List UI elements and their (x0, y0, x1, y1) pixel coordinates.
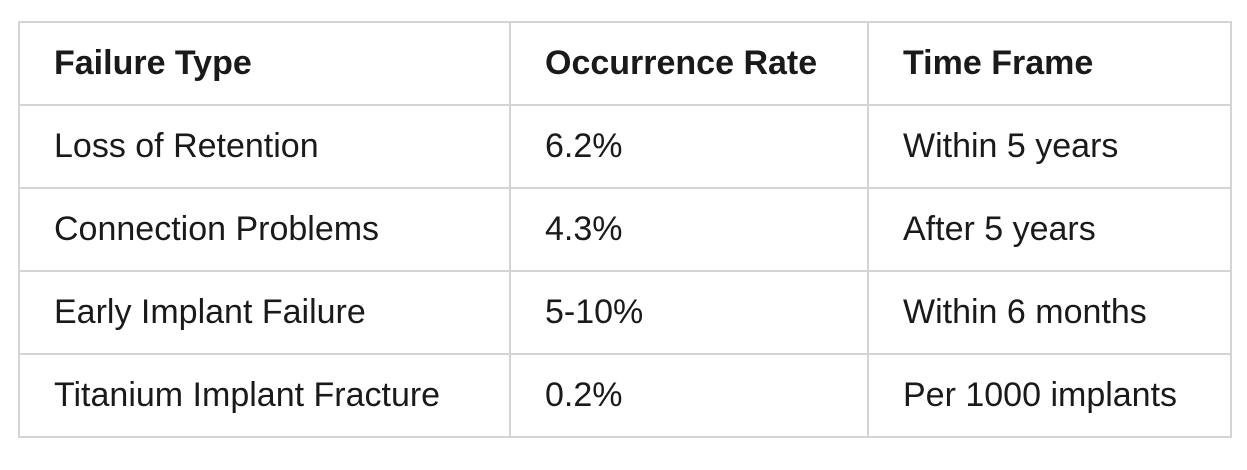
header-row: Failure Type Occurrence Rate Time Frame (18, 21, 1232, 106)
table-cell: 6.2% (509, 104, 869, 189)
header-cell: Failure Type (18, 21, 511, 106)
table-cell: 4.3% (509, 187, 869, 272)
table-cell: Connection Problems (18, 187, 511, 272)
table-cell: After 5 years (867, 187, 1232, 272)
table-cell: Within 6 months (867, 270, 1232, 355)
table-cell: 5-10% (509, 270, 869, 355)
table-cell: Within 5 years (867, 104, 1232, 189)
table-row: Early Implant Failure 5-10% Within 6 month… (18, 270, 1232, 355)
table-cell: 0.2% (509, 353, 869, 438)
table-body: Loss of Retention 6.2% Within 5 years Conne… (18, 104, 1232, 438)
table-cell: Early Implant Failure (18, 270, 511, 355)
header-cell: Occurrence Rate (509, 21, 869, 106)
table-row: Connection Problems 4.3% After 5 years (18, 187, 1232, 272)
table-cell: Titanium Implant Fracture (18, 353, 511, 438)
table-cell: Loss of Retention (18, 104, 511, 189)
table-cell: Per 1000 implants (867, 353, 1232, 438)
data-table: Failure Type Occurrence Rate Time Frame Lo… (18, 21, 1232, 438)
header-cell: Time Frame (867, 21, 1232, 106)
table-row: Loss of Retention 6.2% Within 5 years (18, 104, 1232, 189)
table-row: Titanium Implant Fracture 0.2% Per 1000 im… (18, 353, 1232, 438)
